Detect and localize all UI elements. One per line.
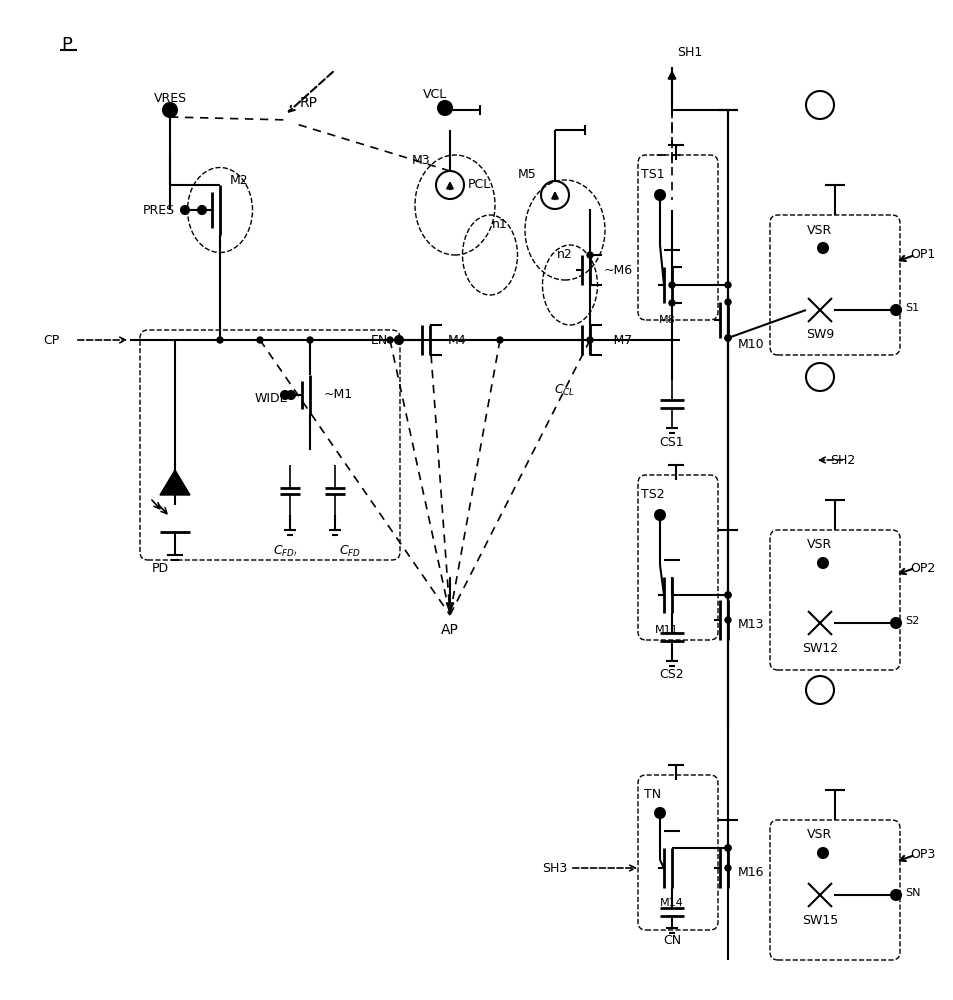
Text: TS1: TS1 [640,168,664,182]
Circle shape [181,206,189,214]
Text: ~M6: ~M6 [603,263,633,276]
Circle shape [655,190,664,200]
Circle shape [724,845,730,851]
Text: VSR: VSR [806,224,832,236]
Circle shape [387,337,393,343]
Text: CS1: CS1 [659,436,683,448]
Circle shape [890,890,900,900]
Text: n1: n1 [492,219,507,232]
Circle shape [724,299,730,305]
Text: M2: M2 [230,174,249,186]
Polygon shape [160,470,190,495]
Text: PRES: PRES [143,204,174,217]
Circle shape [817,243,827,253]
Circle shape [437,101,452,115]
Text: TS2: TS2 [640,488,664,502]
Text: $C_{FD}$: $C_{FD}$ [338,544,360,559]
Circle shape [724,617,730,623]
Text: SW15: SW15 [801,914,838,926]
Text: M11: M11 [655,625,679,635]
Text: $C_{CL}$: $C_{CL}$ [554,382,575,398]
Text: n2: n2 [557,248,572,261]
Circle shape [724,335,730,341]
Circle shape [281,391,289,399]
Text: M10: M10 [738,338,763,352]
Text: SH3: SH3 [542,861,567,874]
Circle shape [668,282,675,288]
Circle shape [817,848,827,858]
Circle shape [497,337,502,343]
Text: P: P [62,36,72,54]
Circle shape [307,337,313,343]
Text: WIDE: WIDE [254,391,288,404]
Text: AP: AP [440,623,458,637]
Circle shape [395,336,402,344]
Text: M4: M4 [448,334,466,347]
Text: VSR: VSR [806,828,832,842]
Text: VSR: VSR [806,538,832,552]
Text: M16: M16 [738,866,763,880]
Circle shape [586,337,593,343]
Text: CN: CN [662,934,680,946]
Text: OP3: OP3 [909,848,934,861]
Text: M14: M14 [659,898,683,908]
Circle shape [724,592,730,598]
Circle shape [163,103,177,117]
Circle shape [256,337,263,343]
Text: OP1: OP1 [909,248,934,261]
Text: VRES: VRES [153,92,187,104]
Text: M13: M13 [738,618,763,632]
Text: M5: M5 [517,168,537,182]
Circle shape [586,252,593,258]
Circle shape [724,282,730,288]
Text: ~M1: ~M1 [324,388,353,401]
Text: M8: M8 [658,315,675,325]
Circle shape [817,558,827,568]
Text: PD: PD [152,562,169,574]
Text: S1: S1 [904,303,918,313]
Text: SH1: SH1 [677,45,701,58]
Text: $C_{FD\prime}$: $C_{FD\prime}$ [273,544,297,559]
Circle shape [724,865,730,871]
Circle shape [198,206,206,214]
Circle shape [655,808,664,818]
Text: TN: TN [644,788,660,802]
Text: VCL: VCL [422,88,447,101]
Text: SH2: SH2 [829,454,854,466]
Circle shape [890,618,900,628]
Circle shape [724,845,730,851]
Text: RP: RP [299,96,317,110]
Text: CS2: CS2 [659,668,683,682]
Text: EN: EN [371,334,388,347]
Circle shape [668,300,675,306]
Text: ~M7: ~M7 [603,334,633,347]
Text: SW9: SW9 [805,328,833,342]
Circle shape [216,337,223,343]
Circle shape [724,335,730,341]
Text: M3: M3 [411,153,430,166]
Circle shape [890,305,900,315]
Text: SN: SN [904,888,920,898]
Circle shape [287,391,294,399]
Text: CP: CP [44,334,60,347]
Text: OP2: OP2 [909,562,934,574]
Circle shape [655,510,664,520]
Circle shape [724,592,730,598]
Text: SW12: SW12 [801,642,837,654]
Text: S2: S2 [904,616,919,626]
Text: PCL: PCL [468,178,491,192]
